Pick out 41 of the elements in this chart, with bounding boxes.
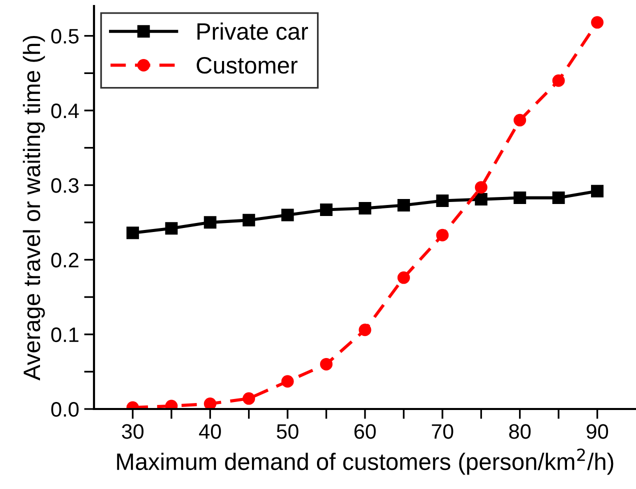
point bbox=[591, 16, 604, 29]
x-tick-label: 30 bbox=[122, 424, 144, 439]
point bbox=[397, 271, 410, 284]
point bbox=[358, 202, 372, 214]
y-tick-label: 0.2 bbox=[51, 252, 78, 268]
point bbox=[474, 181, 488, 194]
point bbox=[514, 114, 526, 126]
point bbox=[358, 324, 372, 336]
y-axis-title: Average travel or waiting time (h) bbox=[22, 36, 45, 380]
point bbox=[397, 199, 410, 212]
point bbox=[514, 192, 526, 204]
y-tick-label: 0.4 bbox=[51, 103, 79, 118]
point bbox=[436, 228, 449, 242]
point bbox=[320, 358, 333, 370]
point bbox=[165, 222, 178, 235]
point bbox=[591, 184, 604, 198]
point bbox=[242, 214, 256, 226]
x-axis-title: Maximum demand of customers (person/km$^{2}$/h) bbox=[117, 448, 614, 475]
legend-label: Private car bbox=[197, 22, 308, 40]
y-tick-label: 0.1 bbox=[51, 327, 78, 342]
y-tick-label: 0.5 bbox=[51, 28, 79, 44]
point bbox=[242, 392, 256, 405]
x-tick-label: 60 bbox=[354, 424, 376, 439]
x-tick-label: 70 bbox=[432, 424, 454, 439]
point bbox=[281, 208, 294, 222]
legend-label: Customer bbox=[196, 56, 298, 74]
x-tick-label: 90 bbox=[586, 424, 608, 439]
y-tick-label: 0.3 bbox=[51, 178, 79, 193]
point bbox=[204, 216, 216, 229]
x-tick-label: 80 bbox=[509, 424, 531, 439]
x-tick-label: 50 bbox=[276, 424, 298, 439]
point bbox=[552, 192, 565, 204]
point bbox=[204, 398, 216, 409]
point bbox=[552, 74, 565, 87]
point bbox=[436, 194, 449, 208]
y-tick-label: 0.0 bbox=[51, 402, 79, 417]
point bbox=[474, 193, 488, 206]
x-tick-label: 40 bbox=[199, 424, 221, 439]
point bbox=[281, 375, 294, 388]
point bbox=[126, 226, 139, 240]
point bbox=[320, 203, 333, 216]
